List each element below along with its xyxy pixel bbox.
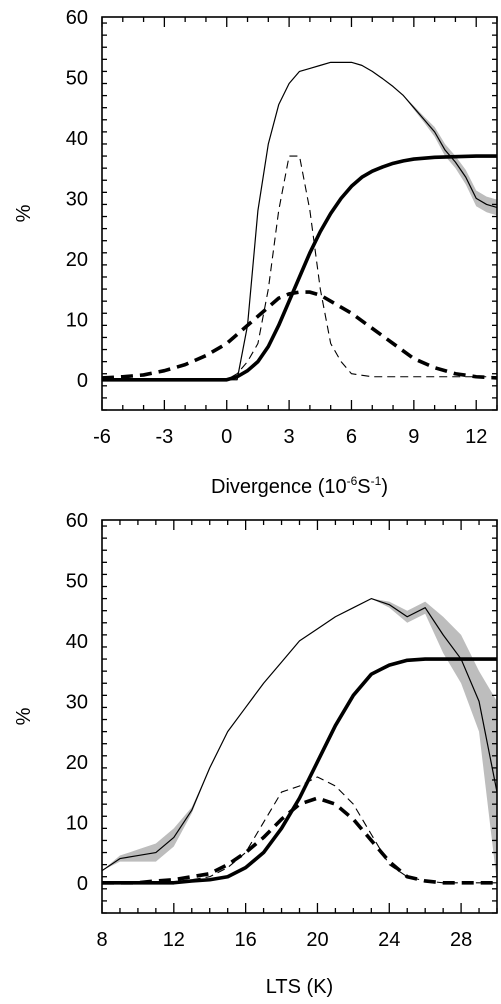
y-tick-label: 60 <box>66 510 88 532</box>
x-tick-label: 9 <box>408 426 419 448</box>
uncertainty-band <box>102 62 497 380</box>
x-axis-title: Divergence (10-6S-1) <box>211 474 388 498</box>
y-tick-label: 50 <box>66 570 88 592</box>
plot-area <box>102 61 497 382</box>
x-tick-label: 16 <box>235 929 257 951</box>
series-line-thin-solid <box>102 61 497 381</box>
y-tick-label: 10 <box>66 812 88 834</box>
x-tick-label: 3 <box>284 426 295 448</box>
series-line-thin-dashed <box>102 776 497 884</box>
x-tick-label: 8 <box>96 929 107 951</box>
y-tick-label: 0 <box>77 370 88 392</box>
series-line-thick-dashed <box>102 796 497 885</box>
series-line-thin-dashed <box>102 155 497 381</box>
x-tick-label: 12 <box>163 929 185 951</box>
y-tick-label: 30 <box>66 188 88 210</box>
y-tick-label: 60 <box>66 7 88 29</box>
y-tick-label: 30 <box>66 691 88 713</box>
y-tick-label: 40 <box>66 631 88 653</box>
x-tick-label: 28 <box>450 929 472 951</box>
x-tick-label: -6 <box>93 426 111 448</box>
y-tick-label: 20 <box>66 249 88 271</box>
series-line-thick-dashed <box>102 290 497 380</box>
y-axis-title: % <box>13 707 35 725</box>
y-tick-label: 50 <box>66 67 88 89</box>
y-axis-title: % <box>13 204 35 222</box>
plot-area <box>102 597 497 885</box>
x-tick-label: 24 <box>378 929 400 951</box>
x-tick-label: -3 <box>155 426 173 448</box>
series-line-thick-solid <box>102 657 497 885</box>
y-tick-label: 0 <box>77 873 88 895</box>
x-axis-title-part: S <box>357 476 370 498</box>
x-axis-title: LTS (K) <box>266 976 333 998</box>
y-tick-label: 20 <box>66 752 88 774</box>
series-line-thick-solid <box>102 154 497 382</box>
bottom-chart-lts: 8 12 16 20 24 28 0 10 20 30 40 50 60% LTS (K) <box>13 510 498 998</box>
x-axis-title-part: Divergence (10 <box>211 476 347 498</box>
x-axis-title-superscript: -1 <box>371 474 382 488</box>
x-tick-label: 20 <box>306 929 328 951</box>
x-axis-title-superscript: -6 <box>347 474 358 488</box>
x-axis-title-part: ) <box>381 476 388 498</box>
series-line-thin-solid <box>102 597 497 872</box>
plot-frame <box>101 16 498 411</box>
x-tick-label: 0 <box>221 426 232 448</box>
y-tick-label: 10 <box>66 309 88 331</box>
y-tick-label: 40 <box>66 128 88 150</box>
x-tick-label: 6 <box>346 426 357 448</box>
x-tick-label: 12 <box>465 426 487 448</box>
